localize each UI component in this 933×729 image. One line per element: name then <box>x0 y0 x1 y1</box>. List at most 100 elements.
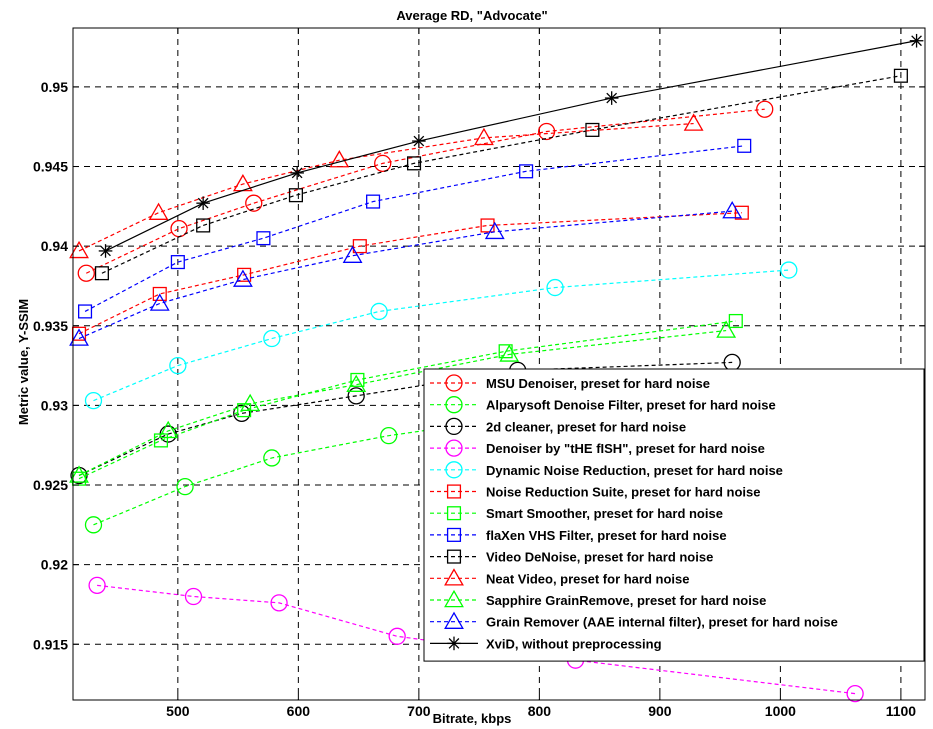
data-point <box>94 266 109 281</box>
data-point <box>374 154 392 173</box>
y-tick-label: 0.945 <box>33 159 68 175</box>
data-point <box>152 286 167 301</box>
legend-label: Dynamic Noise Reduction, preset for hard… <box>486 463 783 478</box>
data-point <box>184 587 203 606</box>
legend-item: Grain Remover (AAE internal filter), pre… <box>430 611 838 630</box>
series-8 <box>94 68 908 281</box>
legend-label: 2d cleaner, preset for hard noise <box>486 419 686 434</box>
y-tick-label: 0.92 <box>41 557 68 573</box>
data-point <box>370 302 388 321</box>
data-point <box>232 269 253 287</box>
data-point <box>519 164 534 179</box>
data-point <box>537 122 556 141</box>
data-point <box>406 156 422 171</box>
data-point <box>347 387 365 405</box>
series-3 <box>88 576 864 703</box>
legend-marker <box>446 484 462 499</box>
data-point <box>683 113 704 131</box>
legend-marker <box>445 374 463 392</box>
x-axis-label: Bitrate, kbps <box>433 711 512 726</box>
data-point <box>256 231 271 246</box>
legend-marker <box>446 549 462 564</box>
data-point <box>484 221 505 240</box>
legend-label: Video DeNoise, preset for hard noise <box>486 550 713 565</box>
data-point <box>352 239 367 254</box>
data-point <box>756 100 774 118</box>
data-point <box>546 278 564 297</box>
data-point <box>69 465 89 483</box>
data-point <box>240 393 261 412</box>
data-point <box>909 33 924 48</box>
x-tick-label: 800 <box>528 703 552 719</box>
data-point <box>342 245 363 263</box>
legend-label: Alparysoft Denoise Filter, preset for ha… <box>486 398 776 413</box>
y-tick-label: 0.915 <box>33 636 68 652</box>
legend-label: Neat Video, preset for hard noise <box>486 571 689 586</box>
data-point <box>780 261 798 279</box>
data-point <box>388 627 406 645</box>
data-point <box>176 477 194 496</box>
data-point <box>98 244 113 258</box>
x-tick-label: 1000 <box>765 703 796 719</box>
data-point <box>263 329 281 348</box>
data-point <box>350 372 365 387</box>
series-7 <box>78 138 752 319</box>
legend-label: Grain Remover (AAE internal filter), pre… <box>486 615 838 630</box>
data-point <box>288 188 303 203</box>
series-line <box>78 329 727 477</box>
legend-item: Dynamic Noise Reduction, preset for hard… <box>430 461 783 479</box>
data-point <box>474 127 494 146</box>
x-tick-label: 500 <box>166 703 190 719</box>
legend-item: Smart Smoother, preset for hard noise <box>430 506 723 521</box>
data-point <box>69 328 89 346</box>
y-tick-label: 0.925 <box>33 477 68 493</box>
legend-label: MSU Denoiser, preset for hard noise <box>486 376 710 391</box>
data-point <box>346 374 367 392</box>
data-point <box>196 196 210 210</box>
series-10 <box>69 320 737 483</box>
legend-item: 2d cleaner, preset for hard noise <box>430 417 686 436</box>
y-tick-label: 0.94 <box>41 238 68 254</box>
series-9 <box>69 113 704 259</box>
legend-label: Denoiser by "tHE fISH", preset for hard … <box>486 441 765 456</box>
data-point <box>412 134 426 148</box>
data-point <box>270 594 288 612</box>
data-point <box>196 218 211 233</box>
legend-marker <box>447 636 461 651</box>
x-tick-label: 600 <box>287 703 311 719</box>
data-point <box>893 68 908 83</box>
y-tick-label: 0.93 <box>41 397 68 413</box>
series-12 <box>98 33 924 258</box>
series-line <box>84 145 745 312</box>
legend-item: MSU Denoiser, preset for hard noise <box>430 374 710 392</box>
data-point <box>263 449 281 467</box>
data-point <box>84 391 103 410</box>
legend-marker <box>444 589 464 608</box>
legend: MSU Denoiser, preset for hard noise Alpar… <box>423 368 925 662</box>
data-point <box>69 240 89 259</box>
legend-marker <box>445 461 463 479</box>
y-tick-label: 0.935 <box>33 318 68 334</box>
series-line <box>85 108 765 274</box>
data-point <box>329 150 350 168</box>
legend-item: Video DeNoise, preset for hard noise <box>430 549 713 565</box>
legend-label: flaXen VHS Filter, preset for hard noise <box>486 528 727 543</box>
legend-marker <box>445 417 463 436</box>
legend-item: Sapphire GrainRemove, preset for hard no… <box>430 589 766 608</box>
series-4 <box>84 261 798 410</box>
data-point <box>88 576 106 594</box>
legend-marker <box>446 527 462 542</box>
series-layer <box>69 33 924 703</box>
chart-title: Average RD, "Advocate" <box>396 8 547 23</box>
legend-marker <box>444 568 464 586</box>
data-point <box>366 194 381 209</box>
data-point <box>728 313 743 329</box>
data-point <box>158 420 179 439</box>
data-point <box>149 293 170 311</box>
legend-item: Neat Video, preset for hard noise <box>430 568 689 586</box>
legend-item: Noise Reduction Suite, preset for hard n… <box>430 484 761 500</box>
data-point <box>716 320 737 338</box>
data-point <box>169 356 187 375</box>
